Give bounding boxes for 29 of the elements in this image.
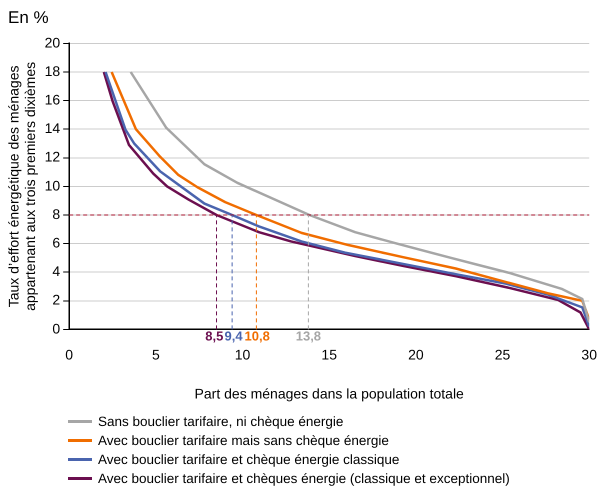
y-tick-label: 6	[52, 234, 60, 250]
x-tick-label: 5	[152, 346, 160, 363]
chart-subtitle: En %	[8, 8, 49, 28]
x-tick-label: 20	[408, 346, 424, 363]
y-tick-label: 12	[44, 148, 60, 165]
ref-line-label: 10,8	[244, 328, 270, 344]
y-tick-label: 20	[44, 34, 60, 50]
y-tick-label: 0	[52, 320, 60, 336]
y-tick-label: 8	[52, 206, 60, 222]
legend-label: Avec bouclier tarifaire et chèques énergie (classique et exceptionnel)	[98, 471, 510, 486]
y-tick-label: 18	[44, 62, 60, 79]
x-axis-title: Part des ménages dans la population totale	[194, 385, 464, 402]
y-tick-label: 4	[52, 263, 60, 280]
x-tick-label: 10	[234, 346, 251, 363]
y-axis-title: Taux d’effort énergétique des ménages appartenant aux trois premiers dixièmes	[5, 62, 38, 311]
x-tick-label: 0	[65, 346, 74, 363]
ref-line-label: 9,4	[224, 328, 244, 344]
x-tick-label: 25	[494, 346, 511, 363]
ref-line-label: 13,8	[296, 328, 322, 344]
ref-line-label: 8,5	[205, 328, 224, 344]
y-tick-label: 10	[44, 177, 60, 194]
x-tick-label: 15	[321, 346, 338, 363]
legend-label: Avec bouclier tarifaire mais sans chèque énergie	[98, 433, 389, 448]
legend-label: Avec bouclier tarifaire et chèque énergie classique	[98, 452, 400, 467]
y-tick-label: 14	[44, 120, 60, 136]
y-tick-label: 16	[44, 91, 60, 108]
legend-label: Sans bouclier tarifaire, ni chèque énergie	[98, 414, 344, 429]
y-tick-label: 2	[52, 292, 60, 308]
x-tick-label: 30	[581, 346, 598, 363]
